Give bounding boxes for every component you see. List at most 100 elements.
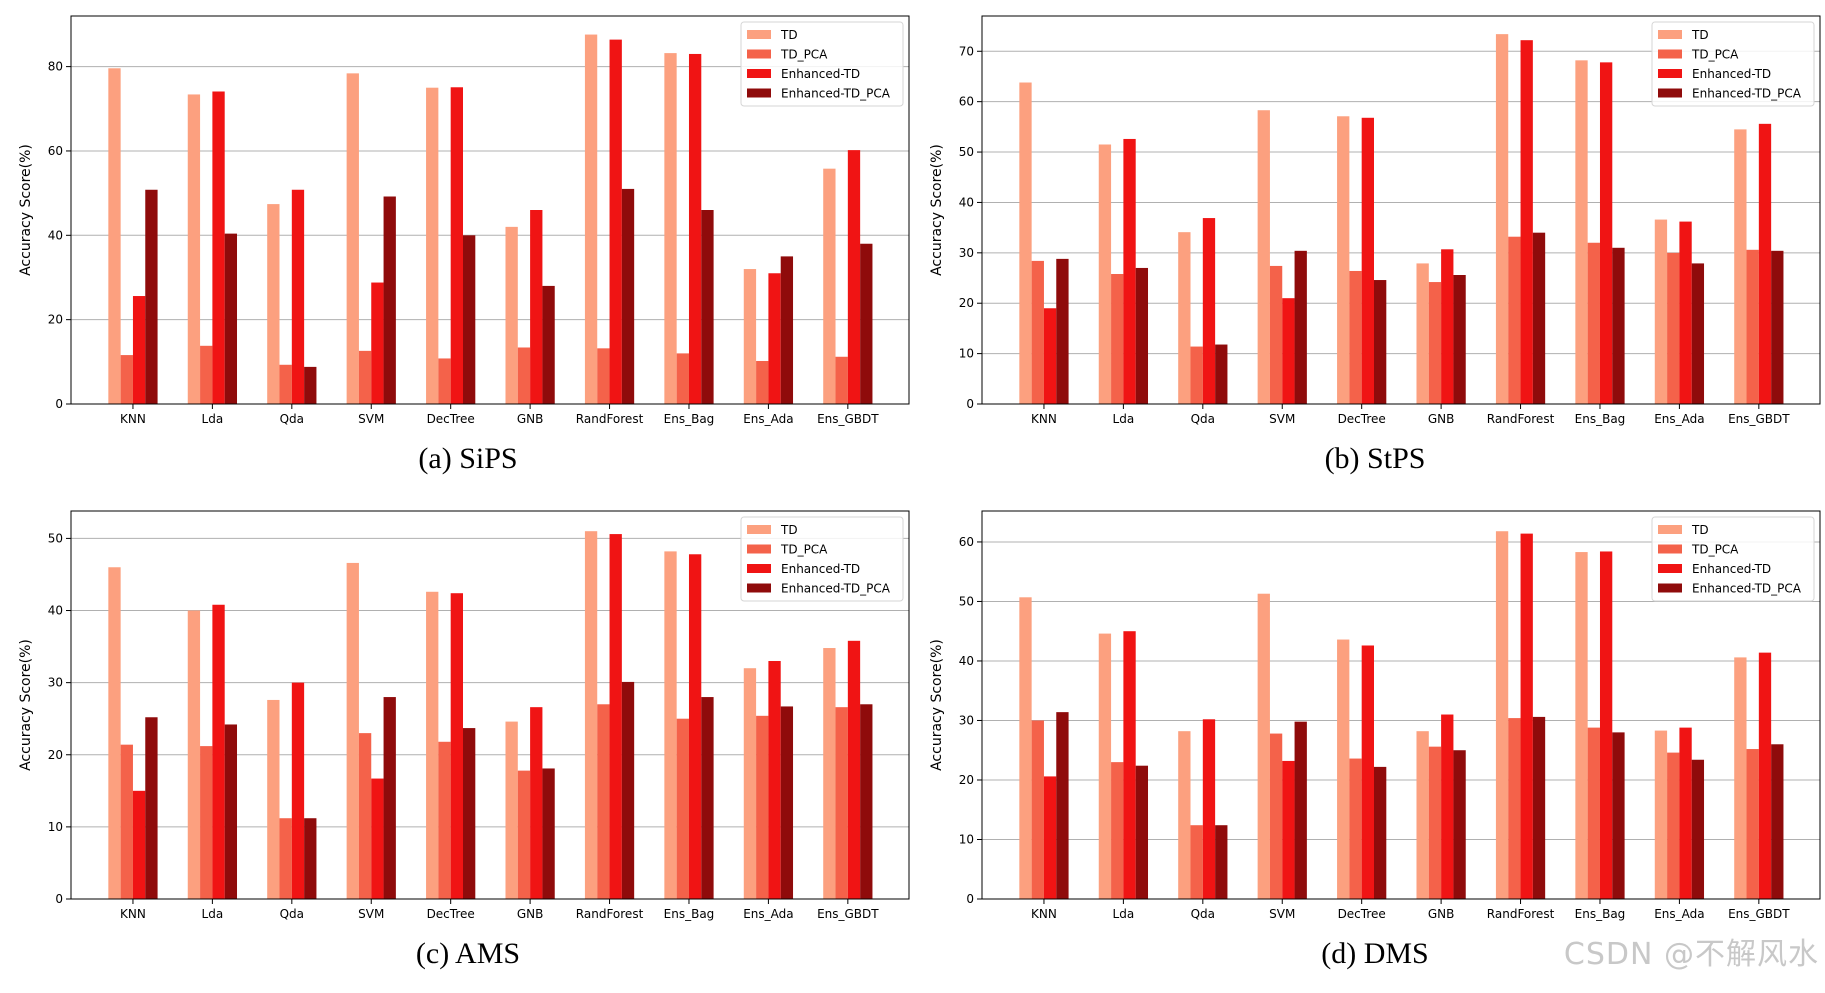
bar-enhanced-td_pca-ens_ada [780,706,794,899]
bar-enhanced-td_pca-randforest [1532,232,1546,404]
bar-td_pca-ens_gbdt [1746,249,1759,404]
legend-box [740,516,904,602]
bar-enhanced-td-ens_ada [1679,221,1692,404]
bar-td-ens_bag [1575,552,1588,899]
y-tick-label: 60 [48,144,63,158]
x-tick-label: Qda [280,907,304,921]
y-tick-label: 40 [48,604,63,618]
y-tick-label: 40 [959,195,974,209]
bar-td-ens_ada [1654,730,1668,899]
bar-enhanced-td_pca-dectree [1373,280,1387,404]
x-tick-label: Ens_Ada [743,412,793,426]
bar-td-gnb [1416,263,1429,404]
bar-td_pca-knn [120,355,133,404]
bar-enhanced-td-knn [1043,776,1057,899]
bar-enhanced-td_pca-qda [1215,825,1228,899]
x-tick-label: KNN [120,907,146,921]
legend-swatch [747,564,771,573]
legend-swatch [1658,30,1682,39]
bar-td-svm [1257,593,1270,899]
legend-label: TD [780,28,798,42]
chart-svg: KNN Lda Qda SVM DecTree GNB RandForest Ens_Bag E… [18,15,910,426]
legend-box [1651,516,1815,602]
bar-td_pca-qda [279,364,292,404]
y-tick-label: 0 [966,397,974,411]
chart-panel-d: KNN Lda Qda SVM DecTree GNB RandForest Ens_Bag E… [910,490,1825,993]
x-tick-label: Ens_Bag [1575,907,1626,921]
bar-enhanced-td-dectree [1361,117,1374,404]
bar-td-knn [108,567,121,899]
plot-frame [981,15,1821,405]
y-tick-label: 30 [959,246,974,260]
x-tick-label: DecTree [1338,412,1386,426]
x-tick-label: Lda [202,907,224,921]
x-tick-label: SVM [358,907,384,921]
legend-label: TD_PCA [780,543,828,557]
x-tick-label: Ens_Ada [1654,907,1704,921]
bar-enhanced-td-qda [1202,218,1216,404]
bar-td-knn [1019,82,1032,404]
bar-td_pca-lda [200,746,213,899]
y-tick-label: 10 [959,347,974,361]
chart-svg: KNN Lda Qda SVM DecTree GNB RandForest Ens_Bag E… [929,15,1821,426]
bar-td-ens_gbdt [1734,657,1747,899]
legend-label: Enhanced-TD_PCA [1692,87,1802,101]
x-tick-label: Ens_GBDT [817,907,879,921]
x-tick-label: GNB [517,907,544,921]
x-tick-label: SVM [1269,412,1295,426]
bar-enhanced-td-ens_gbdt [1758,123,1772,404]
bar-enhanced-td_pca-knn [1056,712,1069,899]
bar-td_pca-svm [358,733,372,899]
bar-td-gnb [505,721,518,899]
bar-td_pca-svm [358,350,372,404]
bar-enhanced-td-gnb [530,707,543,899]
bar-enhanced-td-ens_gbdt [1758,652,1772,899]
bar-enhanced-td_pca-dectree [1373,766,1387,899]
legend-swatch [1658,583,1682,593]
bar-td_pca-gnb [517,347,531,404]
y-tick-label: 60 [959,535,974,549]
bar-td_pca-gnb [1428,746,1442,899]
x-tick-label: KNN [1031,907,1057,921]
y-axis-label: Accuracy Score(%) [18,144,34,276]
bar-td_pca-randforest [597,704,610,899]
bar-td-randforest [1495,531,1509,899]
bar-enhanced-td_pca-lda [224,233,238,404]
legend-label: Enhanced-TD_PCA [1692,582,1802,596]
bar-enhanced-td_pca-qda [1215,344,1228,404]
bar-enhanced-td_pca-ens_gbdt [860,243,873,404]
x-tick-label: DecTree [1338,907,1386,921]
bar-enhanced-td_pca-knn [145,717,158,899]
bar-td_pca-dectree [1349,270,1362,404]
bar-td-knn [108,68,121,404]
y-tick-label: 50 [959,594,974,608]
x-tick-label: SVM [358,412,384,426]
y-tick-label: 20 [959,296,974,310]
bar-td_pca-knn [1031,720,1044,899]
legend-swatch [747,49,771,59]
bar-enhanced-td_pca-dectree [462,728,476,899]
x-tick-label: Ens_Ada [1654,412,1704,426]
x-tick-label: KNN [120,412,146,426]
y-tick-label: 20 [48,748,63,762]
legend-label: Enhanced-TD [781,67,860,81]
legend-box [740,21,904,107]
bar-enhanced-td-ens_bag [688,554,702,899]
y-tick-label: 30 [959,713,974,727]
bar-td-randforest [1495,34,1509,404]
x-tick-label: Ens_Bag [1575,412,1626,426]
bar-enhanced-td-qda [291,189,305,404]
x-tick-label: RandForest [1487,907,1555,921]
y-tick-label: 80 [48,60,63,74]
bar-td-gnb [505,226,518,404]
legend-label: Enhanced-TD [1692,562,1771,576]
legend-swatch [747,88,771,98]
y-tick-label: 0 [966,892,974,906]
bar-td_pca-randforest [1508,236,1521,404]
bar-enhanced-td-knn [132,296,146,404]
x-tick-label: Qda [280,412,304,426]
bar-td_pca-ens_bag [1587,242,1600,404]
x-tick-label: RandForest [576,907,644,921]
y-axis-label: Accuracy Score(%) [18,639,34,771]
